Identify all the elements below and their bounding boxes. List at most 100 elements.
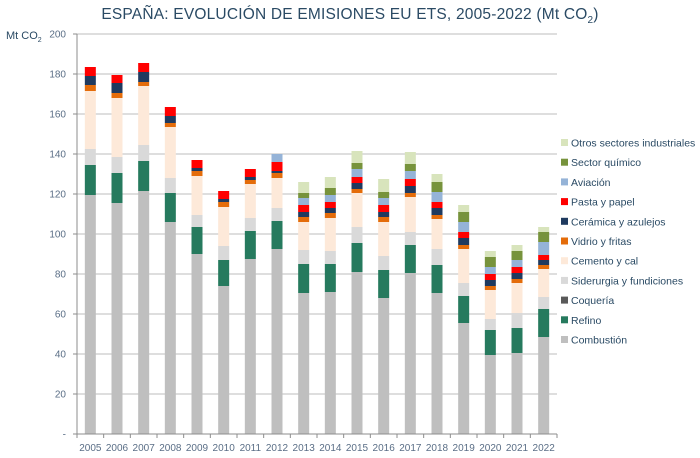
bar-segment (404, 171, 416, 179)
legend-item: Coquería (561, 295, 614, 307)
legend-item: Otros sectores industriales (561, 138, 695, 150)
bar-segment (378, 256, 390, 270)
bar-segment (511, 245, 523, 251)
bar-segment (351, 272, 363, 434)
bar-segment (218, 207, 230, 246)
bar-segment (324, 177, 336, 188)
bar-segment (138, 191, 150, 434)
bar-segment (271, 249, 283, 434)
bar-segment (164, 127, 176, 178)
bar-segment (511, 313, 523, 328)
x-tick-label: 2020 (479, 443, 502, 454)
bar-segment (324, 264, 336, 292)
bar-segment (218, 260, 230, 286)
bar-segment (484, 257, 496, 267)
bar-segment (244, 231, 256, 259)
bar-segment (271, 162, 283, 171)
bar-segment (404, 152, 416, 164)
bar-segment (538, 260, 550, 265)
bar-segment (404, 232, 416, 245)
bar-segment (351, 163, 363, 169)
bar-segment (298, 250, 310, 264)
bar-segment (164, 123, 176, 127)
chart-title: ESPAÑA: EVOLUCIÓN DE EMISIONES EU ETS, 2… (0, 6, 700, 26)
bar-segment (538, 227, 550, 232)
legend-label: Refino (571, 315, 602, 327)
bar-segment (404, 186, 416, 193)
x-tick-label: 2013 (293, 443, 316, 454)
legend-swatch (561, 316, 568, 324)
bar-segment (164, 222, 176, 434)
x-tick-label: 2005 (79, 443, 102, 454)
bar-segment (138, 72, 150, 82)
y-tick-label: 140 (49, 150, 66, 161)
bar-segment (351, 151, 363, 163)
x-tick-label: 2009 (186, 443, 209, 454)
y-axis-label: Mt CO2 (6, 30, 42, 44)
bar-segment (324, 213, 336, 218)
x-tick-label: 2011 (240, 443, 262, 454)
bar-segment (164, 107, 176, 116)
bar-segment (324, 188, 336, 195)
bar-segment (191, 254, 203, 434)
bar-segment (378, 205, 390, 212)
bar-segment (298, 264, 310, 293)
bar-segment (271, 208, 283, 221)
bar-segment (218, 202, 230, 207)
y-tick-label: - (63, 430, 66, 441)
legend-swatch (561, 276, 568, 284)
legend-label: Vidrio y fritas (571, 236, 632, 248)
bar-segment (378, 198, 390, 205)
x-tick-label: 2018 (426, 443, 449, 454)
bar-segment (111, 173, 123, 203)
gridlines (77, 33, 557, 395)
bar-segment (511, 273, 523, 279)
bar-segment (164, 178, 176, 193)
legend-item: Pasta y papel (561, 197, 635, 209)
bar-segment (84, 195, 96, 434)
bar-segment (484, 290, 496, 319)
bar-segment (111, 75, 123, 83)
bar-segment (218, 286, 230, 434)
bar-segment (458, 232, 470, 238)
bar-segment (351, 227, 363, 243)
x-tick-label: 2022 (533, 443, 556, 454)
bar-segment (324, 208, 336, 213)
legend: Otros sectores industriales Sector químic… (561, 138, 695, 347)
bar-segment (84, 91, 96, 149)
bar-segment (351, 183, 363, 189)
y-tick-label: 60 (55, 310, 67, 321)
bar-segment (298, 205, 310, 212)
legend-swatch (561, 217, 568, 225)
bar-segment (511, 328, 523, 353)
bar-segment (538, 269, 550, 297)
legend-label: Coquería (571, 295, 614, 307)
bar-segment (458, 283, 470, 296)
chart-title-text: ESPAÑA: EVOLUCIÓN DE EMISIONES EU ETS, 2… (101, 6, 588, 23)
bar-segment (431, 293, 443, 434)
bar-segment (511, 283, 523, 313)
x-tick-label: 2010 (213, 443, 236, 454)
y-tick-label: 40 (55, 350, 67, 361)
y-tick-label: 120 (49, 190, 66, 201)
legend-swatch (561, 178, 568, 186)
bar-segment (431, 219, 443, 249)
bar-segment (244, 180, 256, 184)
legend-label: Combustión (571, 335, 627, 347)
bar-segment (378, 212, 390, 217)
bar-segment (378, 192, 390, 198)
bar-segment (324, 202, 336, 208)
y-axis-label-text: Mt CO (6, 30, 38, 42)
legend-item: Vidrio y fritas (561, 236, 632, 248)
bar-segment (191, 176, 203, 215)
bar-segment (138, 86, 150, 145)
legend-swatch (561, 158, 568, 166)
bar-segment (324, 292, 336, 434)
bar-segment (511, 353, 523, 434)
bar-segment (378, 179, 390, 192)
bar-segment (298, 217, 310, 222)
bar-segment (164, 116, 176, 123)
bar-segment (324, 195, 336, 202)
